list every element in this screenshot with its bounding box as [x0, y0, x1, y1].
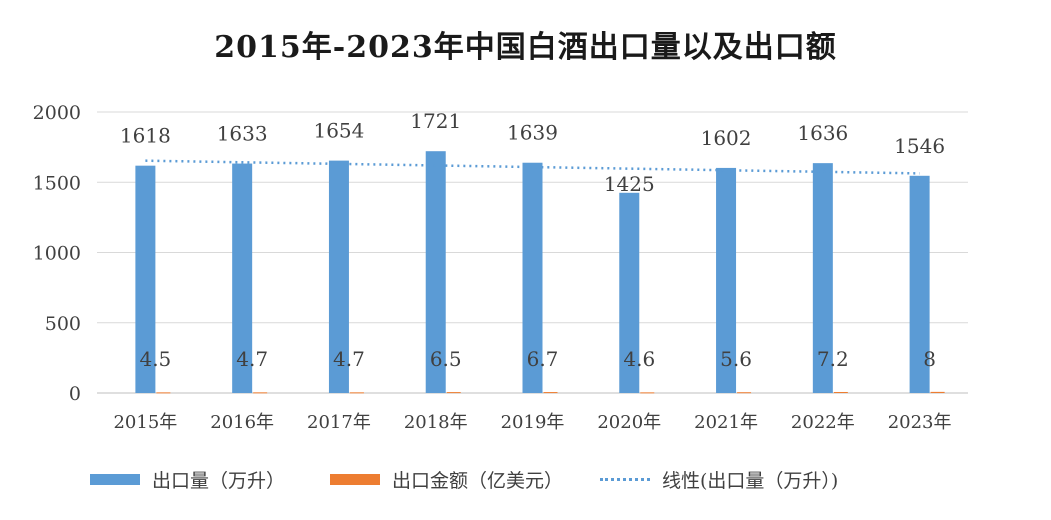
legend: 出口量（万升） 出口金额（亿美元） 线性(出口量（万升）) [0, 466, 1051, 496]
legend-swatch-export-volume [90, 474, 140, 485]
data-label-export-volume: 1633 [217, 122, 268, 146]
y-tick-label: 500 [45, 313, 81, 335]
bar-export-volume [425, 151, 446, 393]
y-tick-label: 2000 [33, 102, 81, 124]
data-label-export-value: 4.7 [236, 347, 268, 371]
legend-label-export-value: 出口金额（亿美元） [392, 470, 564, 492]
y-tick-label: 1500 [33, 172, 81, 194]
bar-export-value [737, 392, 752, 394]
data-label-export-volume: 1639 [507, 121, 558, 145]
x-tick-label: 2021年 [694, 412, 758, 433]
chart-title: 2015年-2023年中国白酒出口量以及出口额 [214, 30, 837, 65]
x-tick-label: 2022年 [791, 412, 855, 433]
bar-export-volume [232, 163, 253, 393]
data-label-export-value: 8 [923, 347, 936, 371]
bar-export-volume [812, 163, 833, 393]
bar-export-value [156, 392, 171, 394]
bar-export-volume [716, 167, 737, 393]
x-tick-label: 2015年 [113, 412, 177, 433]
data-label-export-volume: 1721 [410, 109, 461, 133]
bar-export-value [543, 392, 558, 394]
bar-export-volume [135, 165, 156, 393]
data-label-export-volume: 1425 [604, 172, 655, 196]
bar-export-value [930, 391, 945, 393]
bar-export-value [833, 391, 848, 393]
data-label-export-volume: 1546 [894, 134, 945, 158]
data-label-export-volume: 1618 [120, 124, 171, 148]
data-label-export-value: 4.5 [139, 347, 171, 371]
bar-export-volume [619, 192, 640, 393]
bar-export-value [253, 392, 268, 394]
data-label-export-volume: 1602 [701, 126, 752, 150]
legend-label-export-volume: 出口量（万升） [152, 470, 286, 492]
data-label-export-volume: 1636 [797, 121, 848, 145]
legend-label-trendline: 线性(出口量（万升）) [662, 470, 839, 492]
x-tick-label: 2016年 [210, 412, 274, 433]
bar-export-volume [522, 162, 543, 393]
x-tick-label: 2023年 [888, 412, 952, 433]
data-label-export-value: 6.5 [430, 347, 462, 371]
data-label-export-value: 6.7 [527, 347, 559, 371]
x-tick-label: 2017年 [307, 412, 371, 433]
legend-item-export-volume[interactable]: 出口量（万升） [90, 466, 285, 493]
legend-swatch-trendline [600, 478, 650, 481]
x-tick-label: 2020年 [597, 412, 661, 433]
data-label-export-value: 5.6 [720, 347, 752, 371]
data-label-export-value: 4.7 [333, 347, 365, 371]
x-tick-label: 2018年 [404, 412, 468, 433]
y-tick-label: 1000 [33, 243, 81, 265]
bar-export-value [640, 392, 655, 394]
bar-export-volume [909, 175, 930, 393]
bar-export-value [349, 392, 364, 394]
data-label-export-volume: 1654 [313, 119, 364, 143]
y-tick-label: 0 [69, 383, 81, 405]
legend-swatch-export-value [330, 474, 380, 485]
bar-export-volume [328, 160, 349, 393]
x-tick-label: 2019年 [501, 412, 565, 433]
data-label-export-value: 7.2 [817, 347, 849, 371]
bar-export-value [446, 392, 461, 394]
legend-item-trendline[interactable]: 线性(出口量（万升）) [600, 466, 838, 493]
legend-item-export-value[interactable]: 出口金额（亿美元） [330, 466, 563, 493]
data-label-export-value: 4.6 [623, 347, 655, 371]
